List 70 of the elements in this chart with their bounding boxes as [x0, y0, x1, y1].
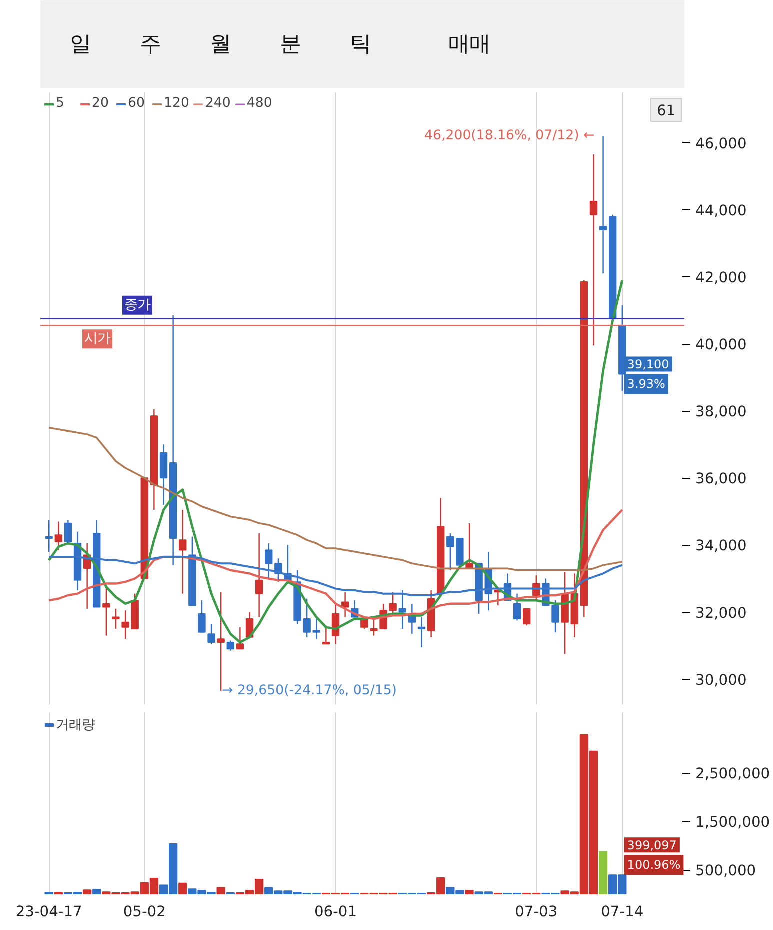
y-tick-label: 34,000: [696, 538, 747, 555]
x-tick-label: 23-04-17: [16, 904, 82, 920]
y-tick-label: 32,000: [696, 604, 747, 622]
text: 399,097: [627, 838, 677, 853]
ref-line-label: 시가: [84, 332, 110, 347]
legend-label: 5: [56, 96, 66, 111]
annotation: 46,200(18.16%, 07/12) ←: [424, 128, 595, 144]
candlestick: [102, 588, 110, 636]
line-series: [48, 279, 624, 644]
y-tick-label: 500,000: [696, 862, 756, 880]
line-series: [48, 426, 624, 572]
y-tick-label: 46,000: [696, 135, 747, 152]
y-tick-label: 38,000: [696, 404, 747, 421]
x-tick-label: 07-03: [515, 904, 558, 920]
legend-label: 120: [164, 96, 190, 111]
candlestick: [312, 618, 320, 640]
legend-label: 20: [92, 96, 110, 111]
candlestick: [590, 154, 598, 346]
text: 틱: [350, 32, 371, 57]
ref-line-label: 종가: [124, 298, 150, 313]
legend-label: 거래량: [56, 717, 95, 734]
candlestick: [523, 608, 531, 626]
text: 3.93%: [627, 377, 666, 392]
legend-label: 60: [128, 96, 146, 111]
text: 주: [140, 32, 161, 57]
candlestick: [255, 532, 264, 618]
bar: [598, 851, 608, 894]
candlestick: [198, 600, 206, 633]
candlestick: [54, 521, 62, 551]
candlestick: [341, 592, 350, 618]
bar: [178, 882, 188, 894]
candlestick: [112, 608, 120, 630]
candlestick: [179, 509, 187, 594]
candlestick: [389, 592, 397, 615]
candlestick: [599, 135, 608, 274]
text: 일: [70, 32, 91, 57]
text: 월: [210, 32, 231, 57]
bar: [216, 887, 226, 894]
x-tick-label: 06-01: [314, 904, 358, 920]
legend-label: 480: [246, 96, 272, 111]
x-tick-label: 05-02: [123, 904, 166, 920]
candlestick: [322, 625, 330, 645]
bar: [82, 890, 92, 894]
text: 매매: [448, 32, 491, 57]
annotation: → 29,650(-24.17%, 05/15): [222, 684, 397, 699]
y-tick-label: 36,000: [696, 470, 747, 488]
text: 61: [656, 102, 676, 120]
candlestick: [45, 519, 53, 553]
y-tick-label: 1,500,000: [696, 814, 770, 832]
bar: [92, 889, 102, 894]
candlestick: [370, 618, 378, 636]
x-tick-label: 07-14: [601, 904, 644, 920]
candlestick: [446, 532, 454, 571]
candlestick: [552, 600, 560, 633]
candlestick: [513, 593, 522, 622]
candlestick: [418, 616, 426, 648]
y-tick-label: 40,000: [696, 336, 747, 354]
candlestick: [208, 623, 216, 645]
candlestick: [226, 640, 234, 652]
y-tick-label: 42,000: [696, 269, 747, 286]
legend-label: 240: [205, 96, 231, 111]
candlestick: [64, 519, 72, 544]
y-tick-label: 2,500,000: [696, 766, 770, 783]
bar: [465, 890, 474, 894]
text: 분: [280, 32, 301, 57]
y-tick-label: 44,000: [696, 202, 747, 220]
text: 39,100: [627, 358, 670, 372]
y-tick-label: 30,000: [696, 672, 747, 689]
candlestick: [236, 626, 244, 650]
text: 100.96%: [627, 858, 681, 872]
